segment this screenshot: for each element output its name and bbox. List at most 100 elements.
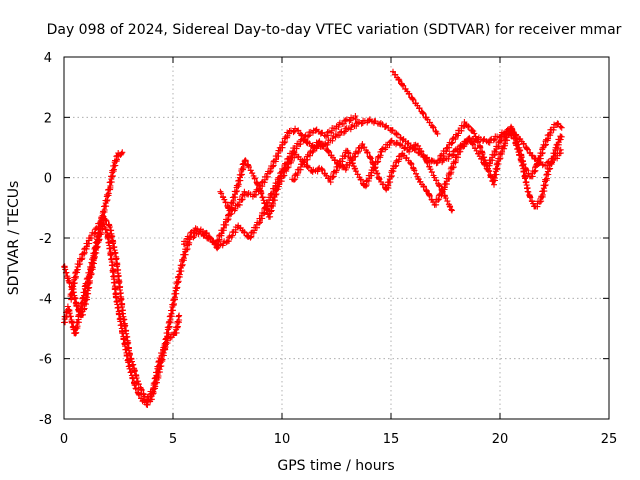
data-point: [112, 164, 116, 167]
data-point: [317, 140, 321, 143]
data-point: [487, 140, 491, 143]
y-tick-label: -8: [39, 413, 52, 428]
data-point: [215, 245, 218, 249]
data-point: [468, 137, 471, 140]
data-point: [324, 134, 327, 137]
data-point: [269, 167, 273, 170]
data-point: [293, 152, 297, 155]
data-point: [134, 387, 138, 391]
data-point: [80, 315, 83, 318]
y-tick-label: 2: [44, 111, 52, 126]
data-point: [477, 152, 480, 155]
data-point: [411, 98, 414, 101]
data-point: [444, 158, 447, 161]
data-point: [361, 143, 364, 146]
data-point: [121, 312, 125, 315]
data-point: [450, 209, 454, 213]
data-point: [237, 224, 240, 228]
data-point: [400, 137, 404, 140]
data-point: [496, 161, 500, 164]
data-point: [398, 79, 401, 83]
data-point: [141, 399, 144, 403]
data-point: [106, 233, 109, 237]
data-point: [559, 134, 563, 137]
data-point: [110, 260, 114, 264]
data-point: [291, 179, 295, 182]
data-point: [527, 191, 530, 194]
data-point: [182, 242, 186, 246]
data-point: [267, 215, 271, 219]
data-point: [176, 282, 179, 285]
data-point: [368, 119, 371, 122]
data-point: [204, 230, 207, 234]
data-point: [435, 131, 438, 134]
data-series: [61, 68, 565, 408]
data-point: [173, 333, 177, 336]
data-point: [169, 315, 173, 318]
data-point: [69, 297, 72, 300]
data-point: [455, 134, 458, 137]
data-point: [442, 188, 445, 191]
data-point: [237, 182, 240, 185]
data-point: [158, 357, 162, 360]
data-point: [433, 176, 436, 179]
data-point: [546, 170, 550, 173]
data-point: [459, 146, 462, 149]
data-point: [424, 116, 428, 119]
data-point: [472, 131, 476, 134]
y-tick-label: -2: [39, 232, 52, 247]
data-point: [88, 276, 92, 279]
data-point: [145, 399, 149, 403]
data-point: [219, 191, 223, 194]
data-point: [385, 188, 388, 191]
data-point: [346, 128, 349, 131]
data-point: [492, 182, 495, 185]
data-point: [67, 279, 70, 282]
data-point: [424, 158, 428, 161]
data-point: [559, 125, 563, 128]
data-point: [108, 185, 111, 188]
data-point: [433, 161, 436, 164]
data-point: [287, 131, 290, 134]
data-point: [381, 149, 384, 152]
data-point: [529, 176, 532, 179]
data-point: [84, 285, 88, 288]
data-point: [104, 203, 107, 207]
data-point: [167, 336, 170, 339]
data-point: [82, 251, 85, 255]
data-point: [418, 179, 421, 182]
data-point: [479, 146, 482, 149]
x-axis-ticks: 0 5 10 15 20 25: [60, 57, 617, 447]
data-point: [328, 179, 332, 182]
data-point: [335, 161, 338, 164]
data-point: [300, 164, 303, 167]
data-point: [248, 236, 251, 240]
data-point: [548, 131, 552, 134]
data-point: [243, 158, 247, 161]
data-point: [533, 206, 537, 210]
data-point: [115, 257, 118, 261]
data-point: [407, 149, 410, 152]
data-point: [415, 143, 419, 146]
data-point: [520, 140, 523, 143]
data-point: [346, 149, 349, 152]
data-point: [357, 122, 360, 125]
data-point: [405, 88, 408, 92]
data-point: [391, 167, 395, 170]
data-point: [352, 155, 356, 158]
data-point: [426, 191, 430, 194]
x-tick-label: 10: [274, 432, 291, 447]
data-point: [455, 149, 458, 152]
data-point: [389, 140, 393, 143]
data-point: [259, 188, 262, 191]
y-tick-label: 4: [44, 51, 52, 66]
data-point: [136, 381, 140, 384]
data-point: [555, 146, 558, 149]
data-point: [555, 122, 558, 125]
data-point: [243, 191, 247, 194]
data-point: [503, 143, 506, 146]
data-point: [535, 164, 539, 167]
grid-lines: [64, 57, 609, 419]
data-point: [291, 149, 295, 152]
data-point: [261, 182, 264, 185]
